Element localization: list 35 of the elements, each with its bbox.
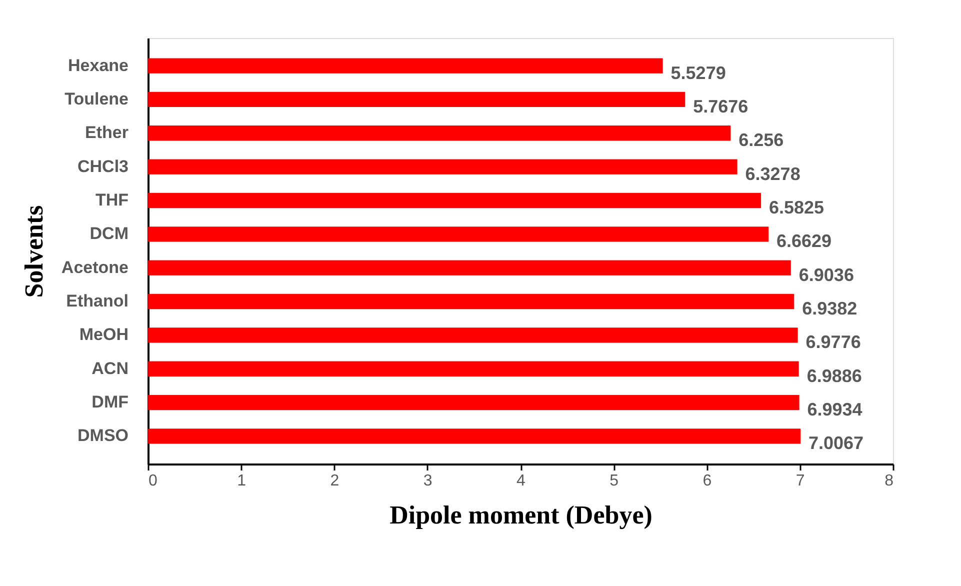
- y-tick-label: THF: [95, 190, 128, 210]
- data-label: 6.3278: [745, 164, 800, 184]
- y-tick-label: CHCl3: [77, 156, 128, 176]
- x-tick-label: 3: [423, 472, 432, 490]
- x-tick-label: 5: [610, 472, 619, 490]
- y-tick-label: DMSO: [78, 426, 128, 446]
- x-tick-label: 4: [516, 472, 526, 490]
- data-label: 6.256: [738, 130, 784, 150]
- data-label: 6.9934: [807, 400, 862, 420]
- x-tick-label: 8: [884, 472, 894, 490]
- y-tick-label: DCM: [90, 224, 128, 244]
- data-label: 6.9886: [806, 366, 862, 386]
- x-tick-label: 2: [330, 472, 340, 490]
- data-label: 6.9036: [798, 264, 854, 285]
- data-label: 6.6629: [776, 231, 832, 252]
- data-label: 6.9776: [806, 332, 861, 352]
- x-tick-label: 6: [702, 472, 712, 490]
- y-tick-label: DMF: [92, 392, 128, 412]
- data-label: 7.0067: [808, 433, 864, 454]
- data-label: 5.7676: [693, 96, 748, 116]
- y-tick-label: Toulene: [64, 89, 128, 108]
- y-tick-label: Hexane: [68, 56, 128, 75]
- y-axis-title: Solvents: [19, 205, 48, 298]
- x-axis-title: Dipole moment (Debye): [390, 500, 652, 530]
- y-tick-label: Ether: [85, 123, 129, 142]
- data-label: 6.5825: [768, 197, 824, 218]
- x-tick-label: 0: [148, 472, 158, 490]
- y-tick-label: Ethanol: [66, 292, 128, 311]
- data-label: 5.5279: [670, 62, 726, 83]
- x-tick-label: 1: [237, 472, 246, 490]
- x-tick-label: 7: [796, 472, 805, 490]
- data-label: 6.9382: [802, 298, 858, 319]
- y-tick-label: Acetone: [61, 258, 128, 277]
- y-tick-label: ACN: [92, 358, 128, 378]
- y-tick-label: MeOH: [79, 325, 128, 344]
